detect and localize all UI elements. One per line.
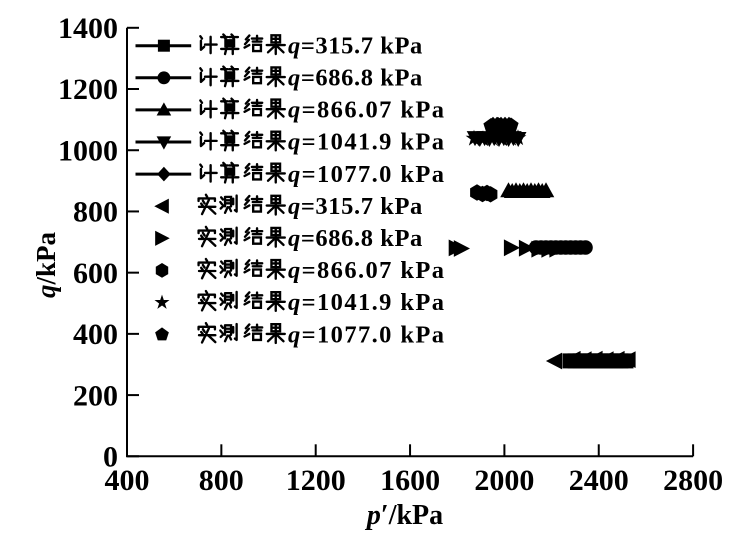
svg-text:q=686.8 kPa: q=686.8 kPa bbox=[288, 225, 423, 252]
svg-text:q/kPa: q/kPa bbox=[31, 231, 61, 298]
svg-text:q=1041.9 kPa: q=1041.9 kPa bbox=[288, 129, 445, 156]
svg-text:q=1077.0 kPa: q=1077.0 kPa bbox=[288, 321, 445, 348]
svg-text:2000: 2000 bbox=[474, 464, 534, 497]
svg-text:q=866.07 kPa: q=866.07 kPa bbox=[288, 257, 445, 284]
svg-text:0: 0 bbox=[103, 441, 118, 474]
svg-text:q=1041.9 kPa: q=1041.9 kPa bbox=[288, 289, 445, 316]
svg-text:q=1077.0 kPa: q=1077.0 kPa bbox=[288, 161, 445, 188]
svg-text:2800: 2800 bbox=[663, 464, 723, 497]
svg-text:200: 200 bbox=[73, 379, 118, 412]
svg-text:800: 800 bbox=[73, 196, 118, 229]
svg-text:400: 400 bbox=[105, 464, 150, 497]
svg-text:400: 400 bbox=[73, 318, 118, 351]
svg-text:1600: 1600 bbox=[380, 464, 440, 497]
svg-text:q=315.7 kPa: q=315.7 kPa bbox=[288, 193, 423, 220]
svg-text:600: 600 bbox=[73, 257, 118, 290]
svg-text:q=866.07 kPa: q=866.07 kPa bbox=[288, 97, 445, 124]
svg-text:p′/kPa: p′/kPa bbox=[365, 500, 443, 531]
svg-text:2400: 2400 bbox=[569, 464, 629, 497]
svg-text:q=315.7 kPa: q=315.7 kPa bbox=[288, 32, 423, 59]
svg-text:1200: 1200 bbox=[286, 464, 346, 497]
svg-text:1200: 1200 bbox=[58, 73, 118, 106]
svg-text:1400: 1400 bbox=[58, 12, 118, 45]
svg-text:1000: 1000 bbox=[58, 134, 118, 167]
svg-text:800: 800 bbox=[199, 464, 244, 497]
svg-text:q=686.8 kPa: q=686.8 kPa bbox=[288, 65, 423, 92]
